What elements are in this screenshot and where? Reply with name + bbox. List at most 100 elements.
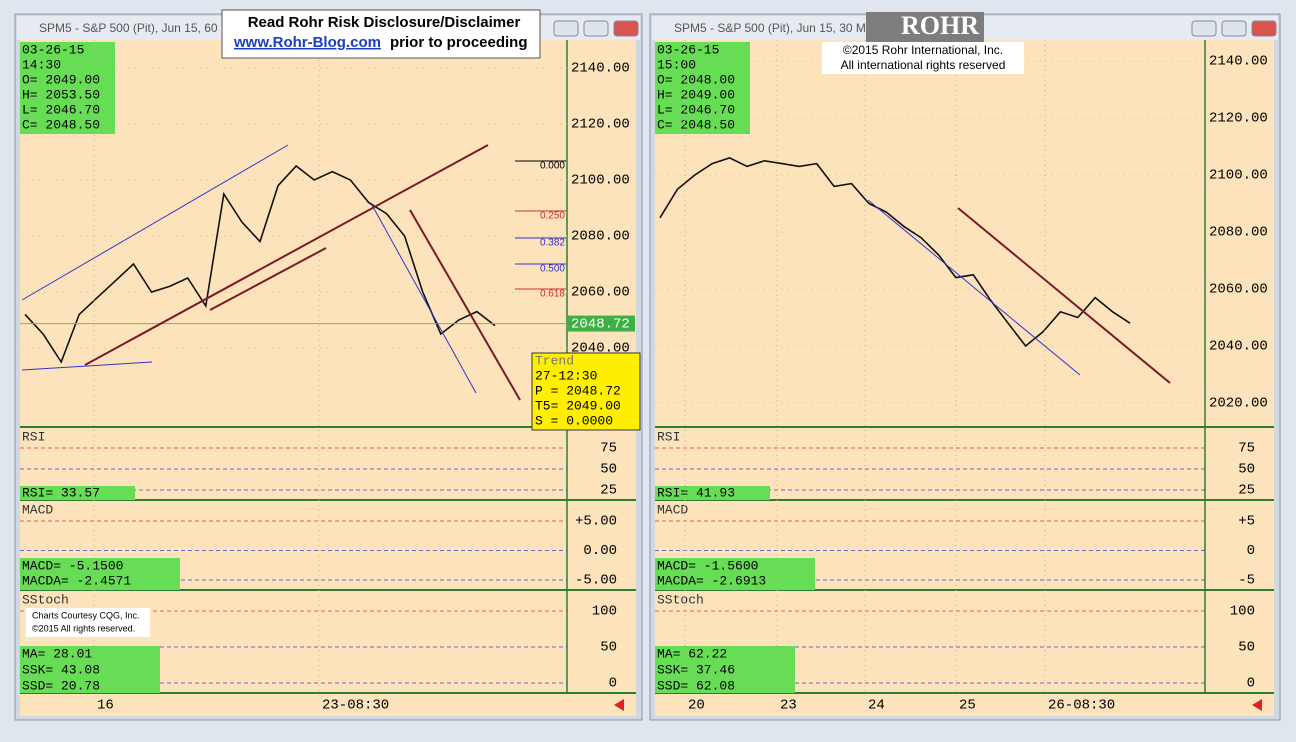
trend-box: [531, 352, 641, 431]
credit-line1: Charts Courtesy CQG, Inc.: [32, 610, 140, 620]
price-line: [659, 157, 1131, 348]
stoch-readout: SSD= 20.78: [22, 678, 100, 693]
trend-line: [409, 209, 521, 401]
trend-line: [867, 199, 1081, 376]
ohlc-box: [20, 42, 115, 134]
indicator-tick: 0: [609, 676, 617, 692]
disclaimer-link[interactable]: www.Rohr-Blog.com: [233, 34, 381, 51]
trend-text: P = 2048.72: [535, 383, 621, 398]
pane-label: RSI: [22, 429, 45, 444]
stoch-readout: SSK= 43.08: [22, 662, 100, 677]
pane-label: RSI: [657, 429, 680, 444]
macd-readout-box: [655, 558, 815, 590]
ohlc-text: O= 2049.00: [22, 72, 100, 87]
fib-label: 0.618: [540, 289, 565, 300]
indicator-tick: 50: [1238, 462, 1255, 478]
y-tick-label: 2140.00: [571, 61, 630, 77]
time-axis: [655, 694, 1274, 716]
ohlc-text: L= 2046.70: [22, 102, 100, 117]
indicator-tick: 75: [1238, 441, 1255, 457]
rsi-readout: RSI= 41.93: [657, 485, 735, 500]
indicator-tick: 100: [592, 604, 617, 620]
pane-label: MACD: [657, 502, 688, 517]
price-line: [24, 164, 496, 364]
ohlc-text: H= 2049.00: [657, 87, 735, 102]
indicator-tick: 50: [600, 462, 617, 478]
indicator-tick: +5.00: [575, 514, 617, 530]
window-button[interactable]: [1191, 20, 1217, 37]
ohlc-text: 03-26-15: [22, 42, 84, 57]
ohlc-text: L= 2046.70: [657, 102, 735, 117]
ohlc-text: C= 2048.50: [22, 117, 100, 132]
trend-line: [21, 144, 289, 301]
stoch-readout-box: [20, 646, 160, 693]
scroll-arrow[interactable]: [1252, 699, 1262, 711]
last-price-label: 2048.72: [571, 316, 630, 332]
trend-text: S = 0.0000: [535, 413, 613, 428]
window-button[interactable]: [583, 20, 609, 37]
copyright-line2: All international rights reserved: [841, 58, 1006, 72]
indicator-tick: 25: [1238, 483, 1255, 499]
pane-label: SStoch: [657, 592, 704, 607]
time-label: 25: [959, 698, 976, 714]
indicator-tick: 75: [600, 441, 617, 457]
scroll-arrow[interactable]: [614, 699, 624, 711]
credit-line2: ©2015 All rights reserved.: [32, 623, 135, 633]
y-tick-label: 2020.00: [1209, 396, 1268, 412]
indicator-tick: 0: [1247, 543, 1255, 559]
y-tick-label: 2080.00: [571, 229, 630, 245]
rsi-readout: RSI= 33.57: [22, 485, 100, 500]
ohlc-text: 14:30: [22, 57, 61, 72]
indicator-tick: 50: [1238, 640, 1255, 656]
indicator-tick: -5: [1238, 573, 1255, 589]
stoch-readout-box: [655, 646, 795, 693]
indicator-tick: 0: [1247, 676, 1255, 692]
trend-line: [209, 247, 327, 311]
indicator-tick: 50: [600, 640, 617, 656]
window-button[interactable]: [1251, 20, 1277, 37]
fib-label: 0.000: [540, 161, 565, 172]
window-button[interactable]: [613, 20, 639, 37]
ohlc-box: [655, 42, 750, 134]
macd-readout: MACDA= -2.4571: [22, 573, 131, 588]
credit-box: [26, 608, 150, 637]
y-tick-label: 2120.00: [1209, 111, 1268, 127]
trend-line: [957, 207, 1171, 384]
stoch-readout: MA= 62.22: [657, 646, 727, 661]
indicator-tick: -5.00: [575, 573, 617, 589]
window-title: SPM5 - S&P 500 (Pit), Jun 15, 60 Min: [39, 21, 240, 35]
time-label: 16: [97, 698, 114, 714]
last-price-box: [567, 315, 635, 332]
window-button[interactable]: [553, 20, 579, 37]
stoch-readout: SSK= 37.46: [657, 662, 735, 677]
macd-readout: MACD= -1.5600: [657, 558, 758, 573]
y-tick-label: 2040.00: [1209, 339, 1268, 355]
macd-readout-box: [20, 558, 180, 590]
time-label: 20: [688, 698, 705, 714]
logo-box: [866, 12, 984, 42]
time-label: 23-08:30: [322, 698, 389, 714]
copyright-line1: ©2015 Rohr International, Inc.: [843, 43, 1003, 57]
disclaimer-line1: Read Rohr Risk Disclosure/Disclaimer: [248, 14, 521, 31]
pane-label: MACD: [22, 502, 53, 517]
ohlc-text: O= 2048.00: [657, 72, 735, 87]
trend-text: 27-12:30: [535, 368, 597, 383]
y-tick-label: 2140.00: [1209, 54, 1268, 70]
rsi-readout-box: [20, 486, 135, 500]
pane-label: SStoch: [22, 592, 69, 607]
indicator-tick: +5: [1238, 514, 1255, 530]
window-button[interactable]: [1221, 20, 1247, 37]
ohlc-text: C= 2048.50: [657, 117, 735, 132]
ohlc-text: 15:00: [657, 57, 696, 72]
logo-text: ROHR: [901, 11, 979, 40]
stoch-readout: SSD= 62.08: [657, 678, 735, 693]
y-tick-label: 2060.00: [571, 285, 630, 301]
trend-text: T5= 2049.00: [535, 398, 621, 413]
y-tick-label: 2080.00: [1209, 225, 1268, 241]
y-tick-label: 2100.00: [1209, 168, 1268, 184]
indicator-tick: 0.00: [583, 543, 617, 559]
chart-area: [655, 40, 1274, 716]
window-title: SPM5 - S&P 500 (Pit), Jun 15, 30 Min: [674, 21, 875, 35]
trend-line: [371, 204, 477, 394]
